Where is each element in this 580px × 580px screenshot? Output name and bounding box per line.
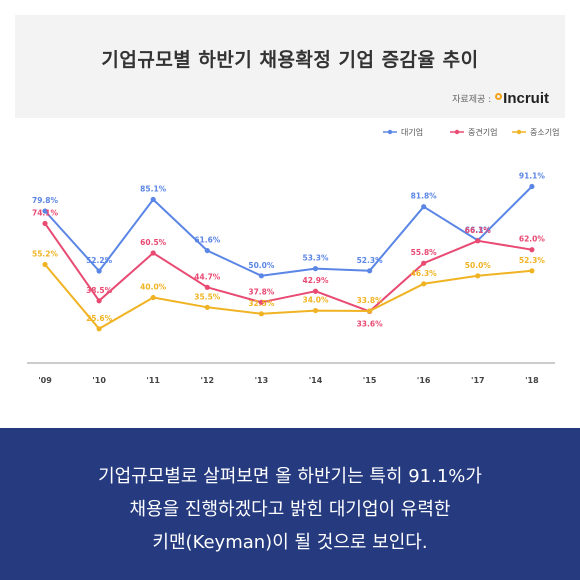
data-point-2-3	[204, 304, 210, 310]
data-point-2-9	[529, 268, 535, 274]
x-tick-label-2: '11	[146, 376, 160, 385]
data-point-1-1	[96, 298, 102, 304]
data-label-2-8: 50.0%	[465, 261, 492, 270]
caption-line-2: 채용을 진행하겠다고 밝힌 대기업이 유력한	[129, 499, 451, 520]
series-line-1	[44, 222, 533, 313]
x-tick-label-8: '17	[471, 376, 485, 385]
data-label-0-1: 52.2%	[86, 256, 113, 265]
data-label-1-8: 66.1%	[465, 226, 492, 235]
legend-marker-0	[387, 129, 393, 135]
data-point-1-9	[529, 247, 535, 253]
data-label-2-6: 33.8%	[357, 296, 384, 305]
data-point-2-5	[312, 307, 319, 314]
data-point-1-8	[475, 238, 481, 244]
data-point-1-4	[258, 299, 264, 305]
data-label-2-2: 40.0%	[140, 283, 167, 292]
data-point-0-9	[529, 183, 535, 190]
data-point-2-0	[42, 261, 48, 268]
caption-line-1: 기업규모별로 살펴보면 올 하반기는 특히 91.1%가	[98, 466, 482, 487]
x-tick-label-1: '10	[92, 376, 106, 385]
data-point-0-3	[204, 247, 210, 254]
x-tick-label-4: '13	[255, 376, 269, 385]
data-label-1-0: 74.1%	[32, 208, 59, 217]
data-label-1-3: 44.7%	[194, 272, 221, 281]
data-label-0-7: 81.8%	[411, 192, 438, 201]
data-point-1-0	[42, 220, 48, 227]
data-point-0-7	[421, 204, 427, 210]
data-point-1-7	[421, 260, 427, 266]
caption-band: 기업규모별로 살펴보면 올 하반기는 특히 91.1%가 채용을 진행하겠다고 …	[0, 428, 580, 580]
data-point-0-0	[42, 208, 48, 214]
data-point-2-2	[150, 294, 156, 301]
logo-text: Incruit	[503, 90, 549, 107]
title-band: 기업규모별 하반기 채용확정 기업 증감율 추이 자료제공 : Incruit	[15, 15, 565, 118]
source-credit: 자료제공 : Incruit	[452, 91, 549, 106]
incruit-logo: Incruit	[495, 91, 549, 106]
data-point-0-2	[150, 196, 156, 203]
data-label-0-0: 79.8%	[32, 196, 59, 205]
data-label-2-4: 32.5%	[248, 299, 275, 308]
legend-marker-1	[454, 129, 460, 135]
legend-marker-2	[516, 129, 522, 135]
series-line-0	[44, 185, 533, 277]
x-tick-label-9: '18	[525, 376, 539, 385]
x-tick-label-3: '12	[201, 376, 215, 385]
data-label-1-6: 33.6%	[357, 319, 384, 328]
data-point-0-6	[367, 268, 373, 274]
data-point-0-5	[312, 266, 319, 272]
data-label-0-8: 66.3%	[465, 225, 492, 234]
data-label-2-3: 35.5%	[194, 292, 221, 301]
data-point-1-2	[150, 250, 156, 256]
source-label: 자료제공 :	[452, 95, 492, 105]
data-label-2-1: 25.6%	[86, 314, 113, 323]
data-label-2-7: 46.3%	[411, 269, 438, 278]
data-label-2-5: 34.0%	[302, 296, 329, 305]
legend-label-1: 중견기업	[468, 127, 497, 137]
data-label-0-5: 53.3%	[302, 254, 329, 263]
data-point-2-8	[475, 273, 481, 279]
data-label-1-9: 62.0%	[519, 235, 546, 244]
data-label-0-2: 85.1%	[140, 185, 167, 194]
data-point-1-5	[312, 288, 319, 294]
data-point-0-1	[96, 268, 102, 274]
series-line-2	[44, 263, 532, 330]
data-label-0-4: 50.0%	[248, 261, 275, 270]
x-tick-label-5: '14	[309, 376, 323, 385]
data-label-0-9: 91.1%	[519, 171, 546, 180]
caption-line-3: 키맨(Keyman)이 될 것으로 보인다.	[152, 532, 428, 553]
x-tick-label-0: '09	[38, 376, 52, 385]
data-point-2-1	[96, 326, 102, 332]
data-point-0-4	[258, 273, 264, 279]
data-label-2-0: 55.2%	[32, 249, 59, 258]
logo-mark-icon	[495, 93, 503, 100]
caption: 기업규모별로 살펴보면 올 하반기는 특히 91.1%가 채용을 진행하겠다고 …	[20, 460, 560, 559]
x-tick-label-7: '16	[417, 376, 431, 385]
chart-title: 기업규모별 하반기 채용확정 기업 증감율 추이	[101, 49, 479, 71]
x-tick-label-6: '15	[363, 376, 377, 385]
data-point-1-3	[204, 284, 210, 290]
data-point-2-6	[367, 308, 373, 314]
legend-label-0: 대기업	[401, 128, 423, 137]
data-point-2-4	[258, 311, 264, 317]
data-label-1-5: 42.9%	[302, 276, 329, 285]
data-label-1-1: 38.5%	[86, 286, 113, 295]
line-chart: 대기업 중견기업 중소기업 '09 '10 '11 '12 '13 '14 '15 '16 '17 '1…	[27, 127, 559, 385]
data-label-1-7: 55.8%	[411, 248, 438, 257]
data-label-0-6: 52.3%	[357, 256, 384, 265]
chart-area: 대기업 중견기업 중소기업 '09 '10 '11 '12 '13 '14 '15 '16 '17 '1…	[15, 118, 565, 428]
data-label-1-2: 60.5%	[140, 238, 167, 247]
data-label-2-9: 52.3%	[519, 256, 546, 265]
data-label-0-3: 61.6%	[194, 236, 221, 245]
data-point-2-7	[421, 281, 427, 287]
legend-label-2: 중소기업	[530, 128, 559, 137]
data-label-1-4: 37.8%	[248, 287, 275, 296]
